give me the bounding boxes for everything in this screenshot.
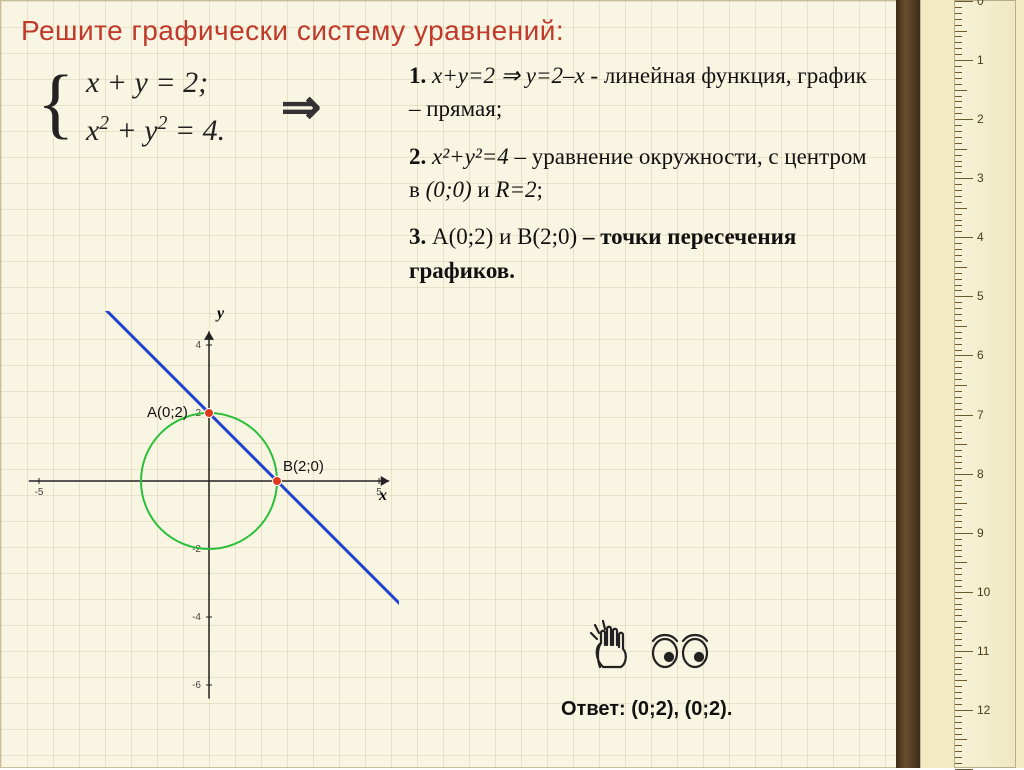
ruler-digit: 10 [977, 585, 990, 599]
ruler: 0123456789101112 [954, 0, 1016, 768]
curly-brace: { [37, 64, 74, 142]
svg-text:4: 4 [195, 340, 201, 351]
answer-line: Ответ: (0;2), (0;2). [561, 698, 732, 721]
ruler-digit: 7 [977, 408, 984, 422]
ruler-digit: 3 [977, 171, 984, 185]
ruler-digit: 4 [977, 230, 984, 244]
ruler-digit: 0 [977, 0, 984, 8]
ruler-digit: 6 [977, 348, 984, 362]
ruler-digit: 12 [977, 703, 990, 717]
equation-1: x + y = 2; [86, 66, 208, 99]
equation-system: { x + y = 2; x2 + y2 = 4. [37, 59, 225, 155]
ruler-digit: 1 [977, 53, 984, 67]
svg-text:-2: -2 [192, 544, 201, 555]
equation-2: x2 + y2 = 4. [86, 114, 225, 147]
svg-text:-4: -4 [192, 612, 201, 623]
ruler-digit: 5 [977, 289, 984, 303]
step-3: 3. А(0;2) и В(2;0) – точки пересечения г… [409, 220, 879, 287]
slide-page: Решите графически систему уравнений: { x… [0, 0, 900, 768]
ruler-digit: 9 [977, 526, 984, 540]
ruler-digit: 8 [977, 467, 984, 481]
x-axis-label: x [379, 487, 387, 505]
y-axis-label: y [217, 305, 224, 323]
point-label-A: A(0;2) [147, 404, 188, 421]
coordinate-chart: -6-4-224-55A(0;2)B(2;0) y x [19, 311, 399, 751]
ruler-digit: 11 [977, 644, 989, 658]
book-spine [896, 0, 920, 768]
hand-eyes-doodle [587, 619, 717, 675]
step-2: 2. x²+y²=4 – уравнение окружности, с цен… [409, 140, 879, 207]
svg-text:-6: -6 [192, 680, 201, 691]
page-title: Решите графически систему уравнений: [21, 15, 564, 47]
point-label-B: B(2;0) [283, 458, 324, 475]
step-1: 1. x+y=2 ⇒ y=2–x - линейная функция, гра… [409, 59, 879, 126]
chart-svg: -6-4-224-55A(0;2)B(2;0) [19, 311, 399, 751]
svg-text:-5: -5 [35, 487, 44, 498]
implies-arrow: ⇒ [281, 79, 321, 135]
ruler-digit: 2 [977, 112, 984, 126]
solution-steps: 1. x+y=2 ⇒ y=2–x - линейная функция, гра… [409, 59, 879, 301]
